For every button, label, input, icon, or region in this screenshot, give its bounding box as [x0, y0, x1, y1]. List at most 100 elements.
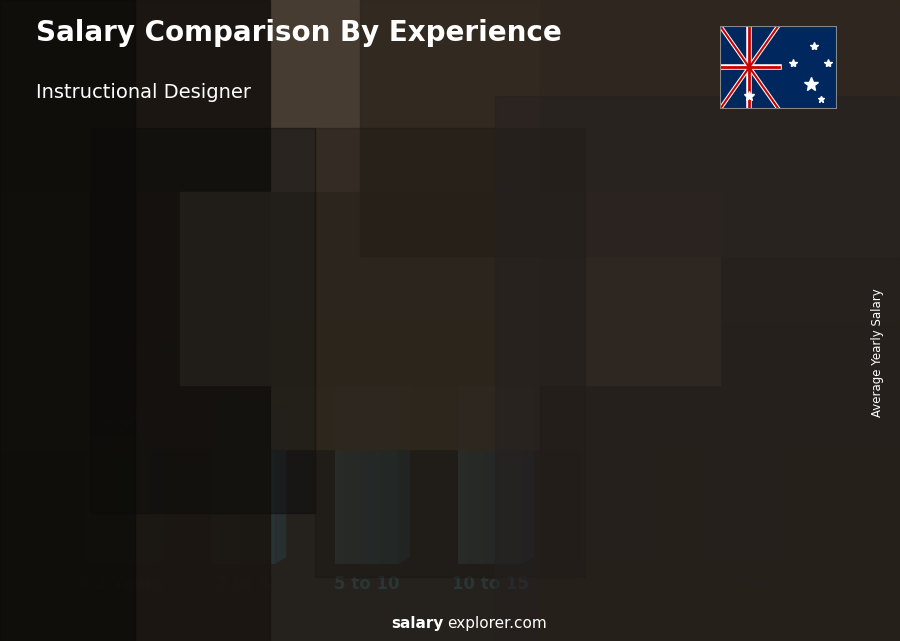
- Polygon shape: [211, 407, 214, 564]
- Polygon shape: [719, 258, 722, 564]
- Bar: [180, 192, 720, 385]
- Polygon shape: [725, 258, 728, 564]
- Polygon shape: [760, 258, 764, 564]
- Polygon shape: [370, 347, 374, 564]
- Polygon shape: [335, 347, 338, 564]
- Polygon shape: [605, 277, 608, 564]
- Polygon shape: [139, 442, 142, 564]
- Polygon shape: [351, 347, 354, 564]
- Polygon shape: [100, 442, 104, 564]
- Bar: [270, 0, 900, 320]
- Bar: [0, 192, 900, 449]
- Polygon shape: [110, 442, 112, 564]
- Polygon shape: [96, 442, 100, 564]
- Polygon shape: [230, 407, 233, 564]
- Polygon shape: [757, 258, 760, 564]
- Polygon shape: [617, 277, 621, 564]
- Polygon shape: [129, 442, 132, 564]
- Text: explorer.com: explorer.com: [447, 617, 547, 631]
- Text: +38%: +38%: [255, 283, 318, 303]
- Polygon shape: [744, 258, 748, 564]
- Polygon shape: [500, 296, 503, 564]
- Polygon shape: [589, 277, 591, 564]
- Polygon shape: [106, 442, 110, 564]
- Polygon shape: [382, 347, 386, 564]
- Polygon shape: [706, 258, 709, 564]
- Polygon shape: [728, 258, 732, 564]
- Polygon shape: [374, 347, 376, 564]
- Polygon shape: [116, 442, 119, 564]
- Polygon shape: [335, 340, 410, 347]
- Polygon shape: [237, 407, 239, 564]
- Polygon shape: [507, 296, 509, 564]
- Polygon shape: [582, 270, 658, 277]
- Polygon shape: [595, 277, 598, 564]
- Polygon shape: [119, 442, 122, 564]
- Polygon shape: [364, 347, 367, 564]
- Polygon shape: [227, 407, 230, 564]
- Polygon shape: [644, 277, 646, 564]
- Polygon shape: [275, 400, 286, 564]
- Polygon shape: [621, 277, 624, 564]
- Polygon shape: [598, 277, 601, 564]
- Polygon shape: [494, 296, 497, 564]
- Polygon shape: [503, 296, 507, 564]
- Bar: [0, 0, 270, 641]
- Polygon shape: [582, 277, 585, 564]
- Polygon shape: [357, 347, 360, 564]
- Polygon shape: [474, 296, 478, 564]
- Polygon shape: [122, 442, 126, 564]
- Polygon shape: [519, 296, 523, 564]
- Polygon shape: [396, 347, 399, 564]
- Polygon shape: [269, 407, 272, 564]
- Polygon shape: [614, 277, 617, 564]
- Polygon shape: [132, 442, 135, 564]
- Polygon shape: [239, 407, 243, 564]
- Bar: [0, 0, 135, 641]
- Polygon shape: [87, 442, 90, 564]
- Polygon shape: [224, 407, 227, 564]
- Polygon shape: [272, 407, 275, 564]
- Polygon shape: [748, 258, 751, 564]
- Polygon shape: [380, 347, 382, 564]
- Polygon shape: [142, 442, 145, 564]
- Polygon shape: [341, 347, 344, 564]
- Polygon shape: [517, 296, 519, 564]
- Polygon shape: [754, 258, 757, 564]
- Polygon shape: [338, 347, 341, 564]
- Polygon shape: [472, 296, 474, 564]
- Text: Average Yearly Salary: Average Yearly Salary: [871, 288, 884, 417]
- Polygon shape: [462, 296, 464, 564]
- Polygon shape: [712, 258, 716, 564]
- Polygon shape: [367, 347, 370, 564]
- Polygon shape: [458, 296, 462, 564]
- Polygon shape: [706, 251, 781, 258]
- Polygon shape: [94, 442, 96, 564]
- Polygon shape: [637, 277, 640, 564]
- Polygon shape: [112, 442, 116, 564]
- Polygon shape: [217, 407, 220, 564]
- Polygon shape: [706, 258, 710, 564]
- Polygon shape: [458, 288, 534, 296]
- Polygon shape: [211, 400, 286, 407]
- Polygon shape: [376, 347, 380, 564]
- Polygon shape: [770, 251, 781, 564]
- Polygon shape: [608, 277, 611, 564]
- Polygon shape: [751, 258, 754, 564]
- Polygon shape: [151, 435, 163, 564]
- Polygon shape: [734, 258, 738, 564]
- Polygon shape: [591, 277, 595, 564]
- Polygon shape: [247, 407, 249, 564]
- Polygon shape: [335, 347, 338, 564]
- Polygon shape: [249, 407, 253, 564]
- Polygon shape: [478, 296, 481, 564]
- Polygon shape: [464, 296, 468, 564]
- Polygon shape: [484, 296, 487, 564]
- Polygon shape: [399, 340, 410, 564]
- Polygon shape: [458, 296, 463, 564]
- Polygon shape: [491, 296, 494, 564]
- Polygon shape: [392, 347, 396, 564]
- Polygon shape: [627, 277, 630, 564]
- Text: 70,900 AUD: 70,900 AUD: [451, 272, 530, 285]
- Polygon shape: [214, 407, 217, 564]
